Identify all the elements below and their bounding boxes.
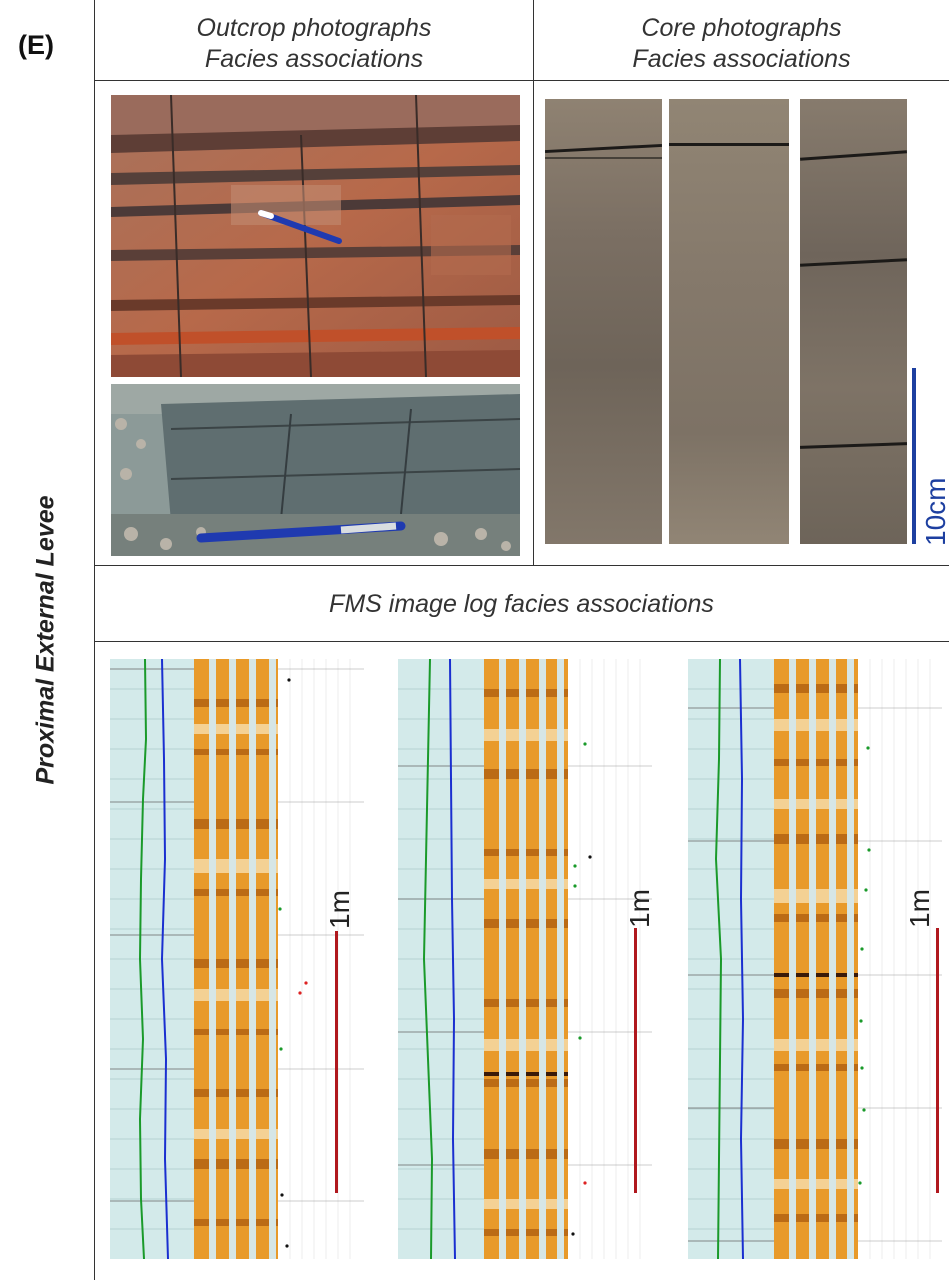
side-title: Proximal External Levee [31,495,60,785]
fms-header-divider [94,641,949,642]
outcrop-photo-2 [111,384,520,556]
core-photo-2 [669,99,789,544]
log3-scale-bar [936,928,939,1193]
log2-scale-bar [634,928,637,1193]
core-header: Core photographs Facies associations [534,13,949,75]
log1-scale-bar [335,931,338,1193]
photo-bottom-divider [94,565,949,566]
core-header-line1: Core photographs [641,14,842,42]
outcrop-photo-1 [111,95,520,377]
log3-scale-label: 1m [904,889,935,928]
core-photo-1 [545,99,662,544]
core-scale-bar [912,368,916,544]
outcrop-header: Outcrop photographs Facies associations [95,13,533,75]
core-header-line2: Facies associations [632,45,851,73]
core-scale-label: 10cm [920,477,949,546]
fms-log-2 [398,659,652,1259]
left-divider [94,0,95,1280]
outcrop-header-line1: Outcrop photographs [196,14,432,42]
log1-scale-label: 1m [324,890,355,929]
fms-log-3 [688,659,942,1259]
header-divider [94,80,949,81]
fms-log-1 [110,659,364,1259]
panel-label: (E) [18,30,54,60]
core-photo-3 [800,99,907,544]
column-divider [533,0,534,566]
log2-scale-label: 1m [624,889,655,928]
outcrop-header-line2: Facies associations [204,45,424,73]
fms-header: FMS image log facies associations [329,589,714,618]
